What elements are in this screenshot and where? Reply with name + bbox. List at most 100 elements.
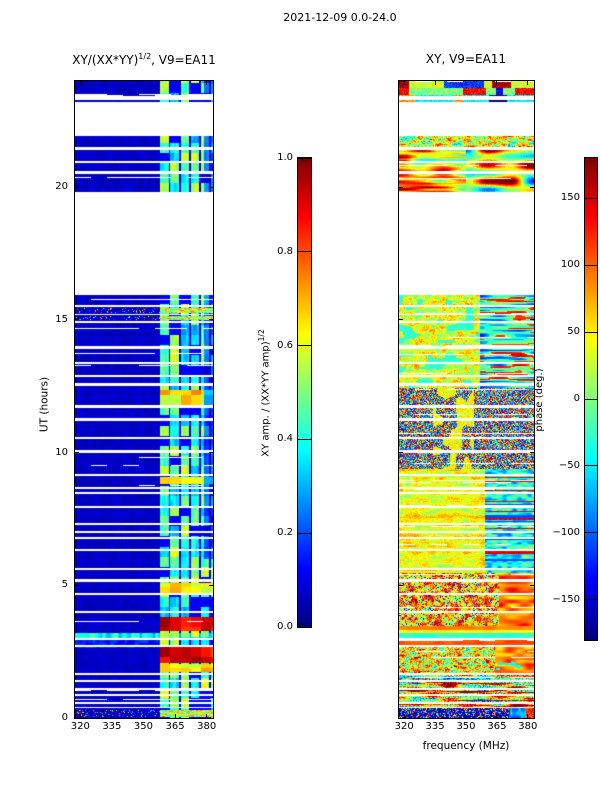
right-heatmap-image [399, 81, 534, 718]
colorbar-tick-label: 100 [560, 259, 580, 271]
colorbar-tick-label: −150 [552, 593, 580, 605]
y-tick [209, 319, 213, 321]
x-tick [206, 81, 208, 85]
x-tick-label: 365 [165, 721, 185, 732]
right-heatmap-panel [398, 80, 535, 719]
x-tick-label: 350 [133, 721, 154, 732]
y-tick [530, 452, 534, 454]
y-tick-label: 5 [61, 579, 68, 591]
x-tick [465, 81, 467, 85]
x-tick-label: 380 [518, 721, 538, 732]
y-tick [75, 319, 79, 321]
colorbar-tick [298, 438, 311, 440]
colorbar-tick-label: −50 [558, 459, 580, 471]
x-tick [465, 714, 467, 718]
left-colorbar-label-sup: 1/2 [257, 329, 266, 342]
colorbar-tick-label: 1.0 [277, 152, 293, 163]
colorbar-tick [298, 157, 311, 159]
colorbar-minor-tick [304, 623, 306, 626]
colorbar-tick [585, 532, 597, 534]
x-tick [496, 714, 498, 718]
y-tick [530, 717, 534, 719]
colorbar-tick [585, 599, 597, 601]
colorbar-minor-tick [593, 636, 595, 639]
colorbar-tick-label: −100 [552, 526, 580, 538]
x-axis-label: frequency (MHz) [422, 740, 510, 752]
colorbar-tick [585, 264, 597, 266]
x-tick-label: 320 [394, 721, 414, 732]
colorbar-tick [585, 398, 597, 400]
colorbar-minor-tick [301, 623, 303, 626]
left-colorbar [297, 157, 312, 628]
colorbar-tick [585, 465, 597, 467]
y-tick [399, 717, 403, 719]
x-tick [434, 81, 436, 85]
y-tick [209, 584, 213, 586]
colorbar-tick-label: 0 [573, 393, 580, 404]
colorbar-tick [298, 626, 311, 628]
colorbar-minor-tick [588, 159, 590, 162]
y-tick [530, 584, 534, 586]
x-tick [79, 81, 81, 85]
colorbar-tick [298, 251, 311, 253]
left-panel-title-base: XY/(XX*YY) [72, 53, 139, 67]
x-tick [174, 714, 176, 718]
left-panel-title-sup: 1/2 [138, 52, 152, 61]
x-tick [434, 714, 436, 718]
x-tick [142, 714, 144, 718]
colorbar-tick-label: 0.6 [277, 339, 293, 351]
y-tick [399, 452, 403, 454]
colorbar-minor-tick [301, 159, 303, 162]
y-tick-label: 20 [55, 181, 68, 193]
y-tick [75, 186, 79, 188]
x-tick [206, 714, 208, 718]
x-tick-label: 380 [197, 721, 217, 732]
right-panel-title: XY, V9=EA11 [425, 52, 507, 66]
left-panel-title: XY/(XX*YY)1/2, V9=EA11 [44, 52, 244, 67]
y-tick-label: 0 [61, 712, 68, 723]
x-tick [527, 714, 529, 718]
x-tick [111, 81, 113, 85]
y-tick [209, 186, 213, 188]
colorbar-tick [298, 345, 311, 347]
y-tick [399, 319, 403, 321]
x-tick-label: 335 [102, 721, 122, 732]
colorbar-minor-tick [588, 636, 590, 639]
x-tick [174, 81, 176, 85]
x-tick [496, 81, 498, 85]
colorbar-tick [585, 331, 597, 333]
y-tick [209, 452, 213, 454]
y-tick [75, 584, 79, 586]
colorbar-tick [298, 532, 311, 534]
colorbar-tick-label: 0.2 [277, 527, 293, 539]
left-panel-title-rest: , V9=EA11 [151, 53, 216, 67]
y-axis-label: UT (hours) [38, 376, 51, 433]
x-tick [527, 81, 529, 85]
y-tick [75, 452, 79, 454]
y-tick-label: 15 [55, 313, 68, 325]
left-heatmap-panel [74, 80, 214, 719]
colorbar-tick-label: 0.8 [277, 245, 293, 257]
colorbar-tick-label: 50 [567, 326, 580, 338]
x-tick-label: 350 [456, 721, 476, 732]
x-tick-label: 320 [70, 721, 90, 732]
colorbar-minor-tick [304, 159, 306, 162]
colorbar-tick [585, 197, 597, 199]
colorbar-tick-label: 0.0 [277, 621, 293, 632]
x-tick [403, 81, 405, 85]
colorbar-minor-tick [307, 623, 309, 626]
y-tick [209, 717, 213, 719]
x-tick [111, 714, 113, 718]
colorbar-minor-tick [591, 159, 592, 162]
colorbar-minor-tick [307, 159, 309, 162]
y-tick [530, 319, 534, 321]
y-tick [530, 186, 534, 188]
y-tick-label: 10 [55, 446, 68, 458]
colorbar-tick-label: 150 [560, 192, 580, 204]
colorbar-tick-label: 0.4 [277, 433, 293, 445]
left-colorbar-gradient [298, 158, 311, 627]
x-tick [403, 714, 405, 718]
x-tick [142, 81, 144, 85]
x-tick-label: 335 [425, 721, 445, 732]
